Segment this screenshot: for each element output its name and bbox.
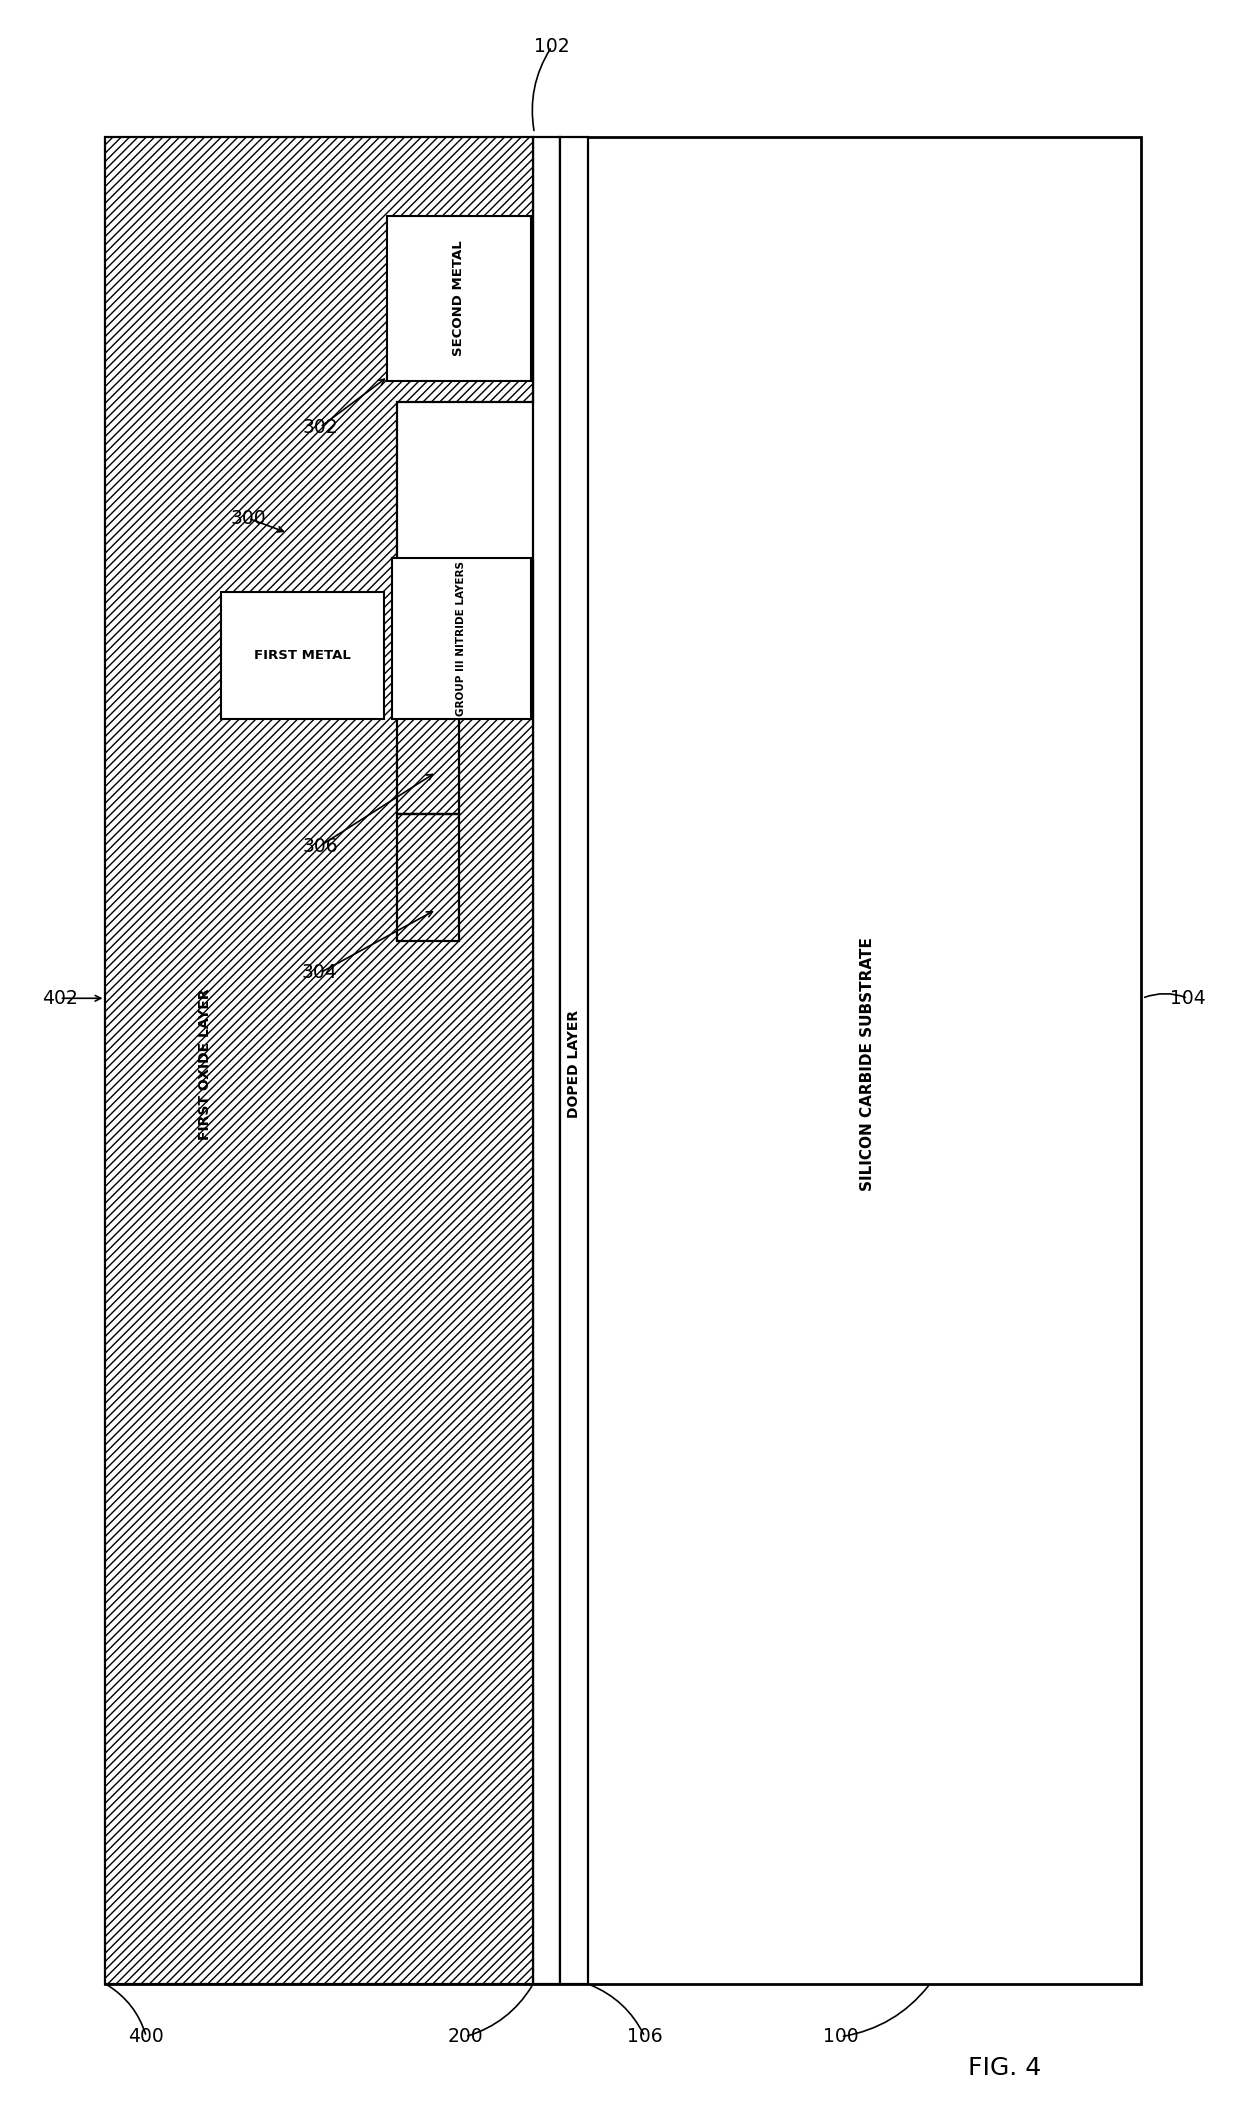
Bar <box>221 592 384 719</box>
Text: FIRST OXIDE LAYER: FIRST OXIDE LAYER <box>197 988 212 1140</box>
Text: DOPED LAYER: DOPED LAYER <box>567 1009 582 1119</box>
Bar <box>392 558 531 719</box>
Text: 302: 302 <box>303 419 337 436</box>
Polygon shape <box>105 137 533 1984</box>
Bar <box>560 137 588 1984</box>
Text: 106: 106 <box>627 2028 662 2045</box>
Text: SILICON CARBIDE SUBSTRATE: SILICON CARBIDE SUBSTRATE <box>861 937 875 1191</box>
Text: 100: 100 <box>823 2028 858 2045</box>
Text: 200: 200 <box>448 2028 482 2045</box>
Bar <box>533 137 560 1984</box>
Text: 304: 304 <box>303 964 337 981</box>
Text: 402: 402 <box>42 990 77 1007</box>
Text: 300: 300 <box>231 510 265 527</box>
Text: 102: 102 <box>534 38 569 55</box>
Text: 400: 400 <box>129 2028 164 2045</box>
Text: FIRST METAL: FIRST METAL <box>254 649 351 662</box>
Text: GROUP III NITRIDE LAYERS: GROUP III NITRIDE LAYERS <box>456 560 466 717</box>
Text: SECOND METAL: SECOND METAL <box>453 241 465 355</box>
Bar <box>105 137 1141 1984</box>
Text: 104: 104 <box>1171 990 1205 1007</box>
Text: 306: 306 <box>303 838 337 854</box>
Bar <box>387 216 531 381</box>
Text: FIG. 4: FIG. 4 <box>967 2056 1042 2081</box>
